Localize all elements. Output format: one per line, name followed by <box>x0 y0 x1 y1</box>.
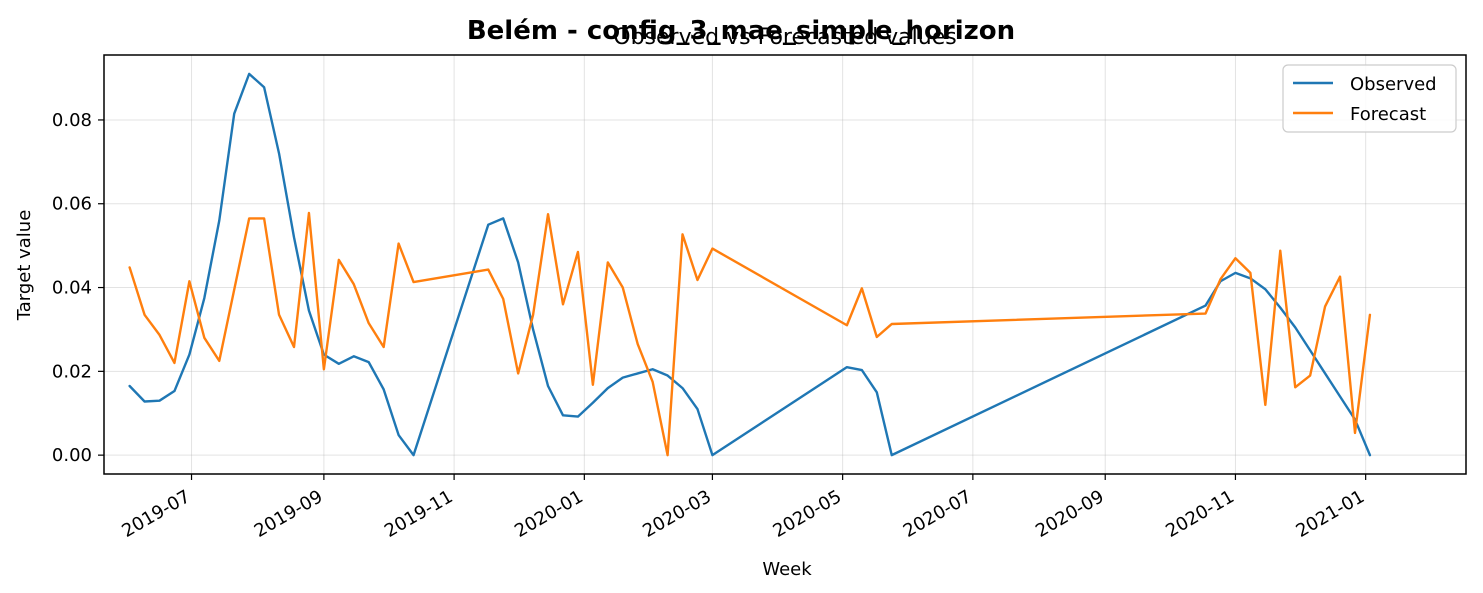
legend-label-forecast: Forecast <box>1350 104 1426 125</box>
series-line-forecast <box>128 211 1372 457</box>
legend-label-observed: Observed <box>1350 74 1437 95</box>
x-axis-label: Week <box>762 559 812 580</box>
axes-title: Observed vs Forecasted values <box>613 25 956 50</box>
y-tick-label: 0.02 <box>52 361 92 382</box>
y-tick-label: 0.08 <box>52 110 92 131</box>
legend: Observed Forecast <box>1282 64 1457 133</box>
y-axis: 0.00 0.02 0.04 0.06 0.08 <box>52 110 104 466</box>
series-line-observed <box>128 72 1372 457</box>
y-tick-label: 0.06 <box>52 194 92 215</box>
plot-area-frame <box>103 54 1467 475</box>
y-tick-label: 0.00 <box>52 445 92 466</box>
series-layer <box>128 72 1372 457</box>
y-axis-label: Target value <box>14 210 35 322</box>
y-tick-label: 0.04 <box>52 278 92 299</box>
figure-title: Belém - config_3_mae_simple_horizon <box>467 16 1015 46</box>
grid <box>104 55 1466 474</box>
